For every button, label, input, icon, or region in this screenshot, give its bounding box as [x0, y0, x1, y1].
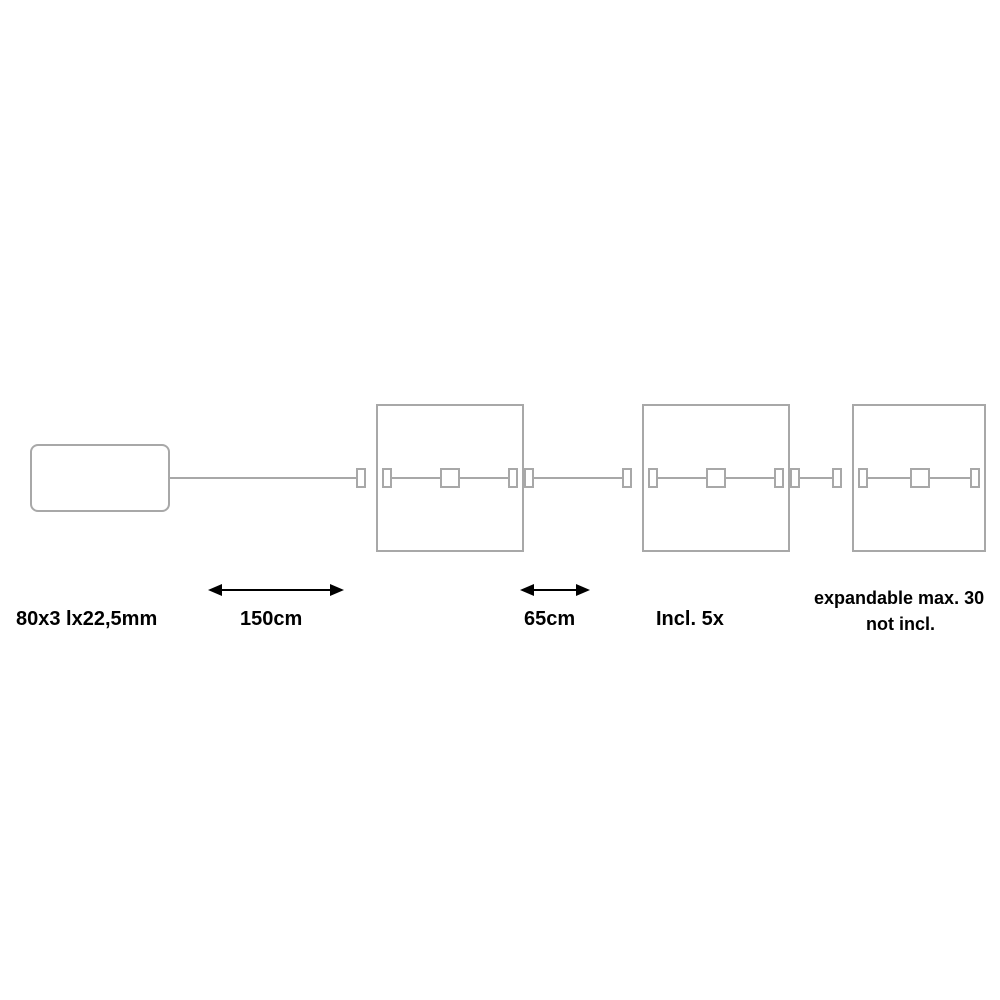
- module-2-wire-b: [726, 477, 774, 479]
- connector-1: [356, 468, 366, 488]
- connector-2b: [622, 468, 632, 488]
- cable-3: [800, 477, 832, 479]
- module-1-conn-in: [382, 468, 392, 488]
- connector-3b: [832, 468, 842, 488]
- arrow-2-head-left: [520, 584, 534, 596]
- arrow-2-line: [534, 589, 576, 591]
- module-2-hub: [706, 468, 726, 488]
- cable-1-length-label: 150cm: [240, 608, 302, 631]
- module-2-wire-a: [658, 477, 706, 479]
- module-1-conn-out: [508, 468, 518, 488]
- cable-2-length-label: 65cm: [524, 608, 575, 631]
- module-3-conn-out: [970, 468, 980, 488]
- adapter-dimensions-label: 80x3 lx22,5mm: [16, 608, 157, 631]
- arrow-1-line: [222, 589, 330, 591]
- connector-2a: [524, 468, 534, 488]
- cable-2: [534, 477, 622, 479]
- cable-1: [170, 477, 366, 479]
- wiring-diagram: 80x3 lx22,5mm 150cm 65cm Incl. 5x expand…: [0, 0, 1000, 1000]
- module-3-wire-b: [930, 477, 970, 479]
- module-3-wire-a: [868, 477, 910, 479]
- power-adapter-box: [30, 444, 170, 512]
- module-3-conn-in: [858, 468, 868, 488]
- expandable-label-line1: expandable max. 30: [814, 588, 984, 609]
- included-label: Incl. 5x: [656, 608, 724, 631]
- module-1-wire-a: [392, 477, 440, 479]
- arrow-2-head-right: [576, 584, 590, 596]
- arrow-1-head-right: [330, 584, 344, 596]
- module-3-hub: [910, 468, 930, 488]
- module-2-conn-out: [774, 468, 784, 488]
- module-1-wire-b: [460, 477, 508, 479]
- module-1-hub: [440, 468, 460, 488]
- module-2-conn-in: [648, 468, 658, 488]
- arrow-1-head-left: [208, 584, 222, 596]
- connector-3a: [790, 468, 800, 488]
- expandable-label-line2: not incl.: [866, 614, 935, 635]
